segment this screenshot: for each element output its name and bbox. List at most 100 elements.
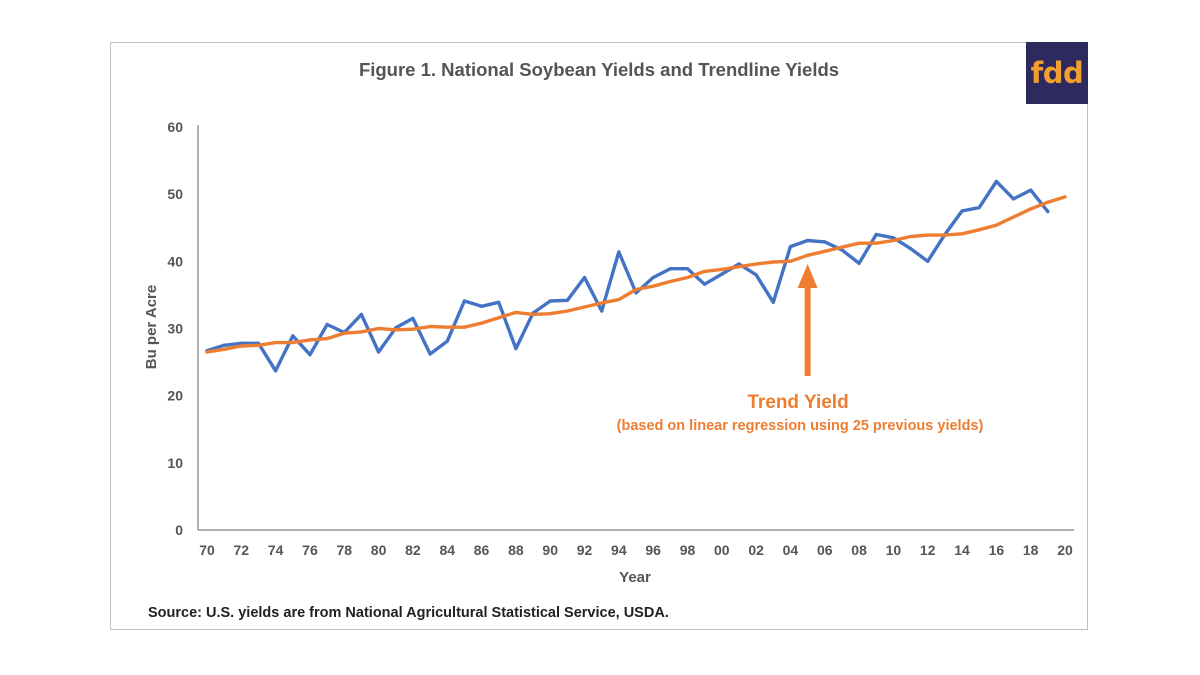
data-point <box>926 233 930 237</box>
x-tick-label: 76 <box>302 542 318 558</box>
y-tick-label: 30 <box>167 321 183 337</box>
data-point <box>359 330 364 334</box>
data-point <box>445 339 449 343</box>
data-point <box>514 347 518 351</box>
data-point <box>1011 197 1016 201</box>
data-point <box>548 312 552 316</box>
data-point <box>737 262 741 266</box>
series-u-s-yield <box>205 179 1050 373</box>
data-point <box>977 228 981 232</box>
x-tick-label: 96 <box>645 542 661 558</box>
data-point <box>754 273 758 277</box>
data-point <box>377 326 381 331</box>
data-point <box>582 305 587 309</box>
data-point <box>239 344 243 348</box>
data-point <box>720 267 724 271</box>
data-point <box>565 309 569 313</box>
x-tick-label: 90 <box>542 542 558 558</box>
data-point <box>823 240 827 244</box>
x-tick-label: 82 <box>405 542 421 558</box>
x-tick-label: 70 <box>199 542 215 558</box>
data-point <box>274 369 278 373</box>
x-tick-label: 98 <box>680 542 696 558</box>
data-point <box>411 327 415 331</box>
data-point <box>428 324 432 329</box>
data-point <box>445 325 449 329</box>
data-point <box>651 284 655 288</box>
logo-text: fdd <box>1030 56 1084 90</box>
data-point <box>720 272 724 276</box>
chart-title: Figure 1. National Soybean Yields and Tr… <box>359 59 839 80</box>
data-point <box>600 301 604 305</box>
data-point <box>994 179 998 184</box>
data-point <box>428 352 432 356</box>
x-tick-label: 10 <box>886 542 902 558</box>
data-point <box>685 267 690 271</box>
y-tick-label: 40 <box>167 253 183 269</box>
annotation-arrow-head <box>797 264 818 288</box>
data-point <box>239 341 243 345</box>
chart-frame <box>110 42 1088 630</box>
x-tick-label: 02 <box>748 542 764 558</box>
x-axis-ticks: 70 72 74 76 78 80 82 84 86 88 90 92 94 96 98 00 02 04 06 08… <box>199 542 1073 558</box>
data-point <box>548 299 552 303</box>
x-tick-label: 80 <box>371 542 387 558</box>
data-point <box>960 232 964 236</box>
x-tick-label: 72 <box>234 542 250 558</box>
data-point <box>617 298 621 302</box>
data-point <box>960 209 964 213</box>
data-point <box>668 267 672 271</box>
annotation-title: Trend Yield <box>747 392 848 413</box>
y-tick-label: 20 <box>167 388 183 404</box>
x-tick-label: 12 <box>920 542 936 558</box>
data-point <box>874 241 878 245</box>
annotation-subtitle: (based on linear regression using 25 pre… <box>617 418 984 434</box>
data-point <box>514 310 518 314</box>
x-tick-label: 94 <box>611 542 627 558</box>
data-point <box>531 312 535 316</box>
x-tick-label: 84 <box>439 542 455 558</box>
data-point <box>274 341 278 345</box>
y-tick-label: 0 <box>175 522 183 538</box>
data-point <box>737 265 741 269</box>
fdd-logo: fdd <box>1026 42 1088 104</box>
data-point <box>291 341 295 345</box>
data-point <box>874 232 878 237</box>
data-point <box>565 298 569 302</box>
data-point <box>908 246 913 251</box>
data-point <box>1046 210 1050 214</box>
data-point <box>1011 215 1016 219</box>
x-axis-label: Year <box>619 569 651 586</box>
x-tick-label: 20 <box>1057 542 1073 558</box>
series-layer <box>205 179 1067 373</box>
data-point <box>308 353 312 357</box>
data-point <box>377 350 381 354</box>
y-axis-ticks: 0 10 20 30 40 50 60 <box>167 119 183 538</box>
data-point <box>582 275 587 280</box>
data-point <box>806 238 810 243</box>
data-point <box>462 325 466 329</box>
annotation-arrow-shaft <box>804 286 811 376</box>
data-point <box>771 300 775 304</box>
data-point <box>1063 195 1067 199</box>
data-point <box>977 206 981 210</box>
data-point <box>685 275 690 280</box>
data-point <box>342 331 346 335</box>
x-tick-label: 74 <box>268 542 284 558</box>
data-point <box>479 321 484 325</box>
x-tick-label: 78 <box>336 542 352 558</box>
data-point <box>823 249 827 253</box>
data-point <box>857 241 861 245</box>
data-point <box>754 262 758 266</box>
data-point <box>703 282 707 286</box>
data-point <box>943 233 947 237</box>
data-point <box>479 304 484 308</box>
data-point <box>788 259 793 263</box>
x-tick-label: 14 <box>954 542 970 558</box>
data-point <box>806 253 810 257</box>
y-tick-label: 50 <box>167 186 183 202</box>
x-tick-label: 08 <box>851 542 867 558</box>
data-point <box>462 299 466 303</box>
source-note: Source: U.S. yields are from National Ag… <box>148 605 669 621</box>
